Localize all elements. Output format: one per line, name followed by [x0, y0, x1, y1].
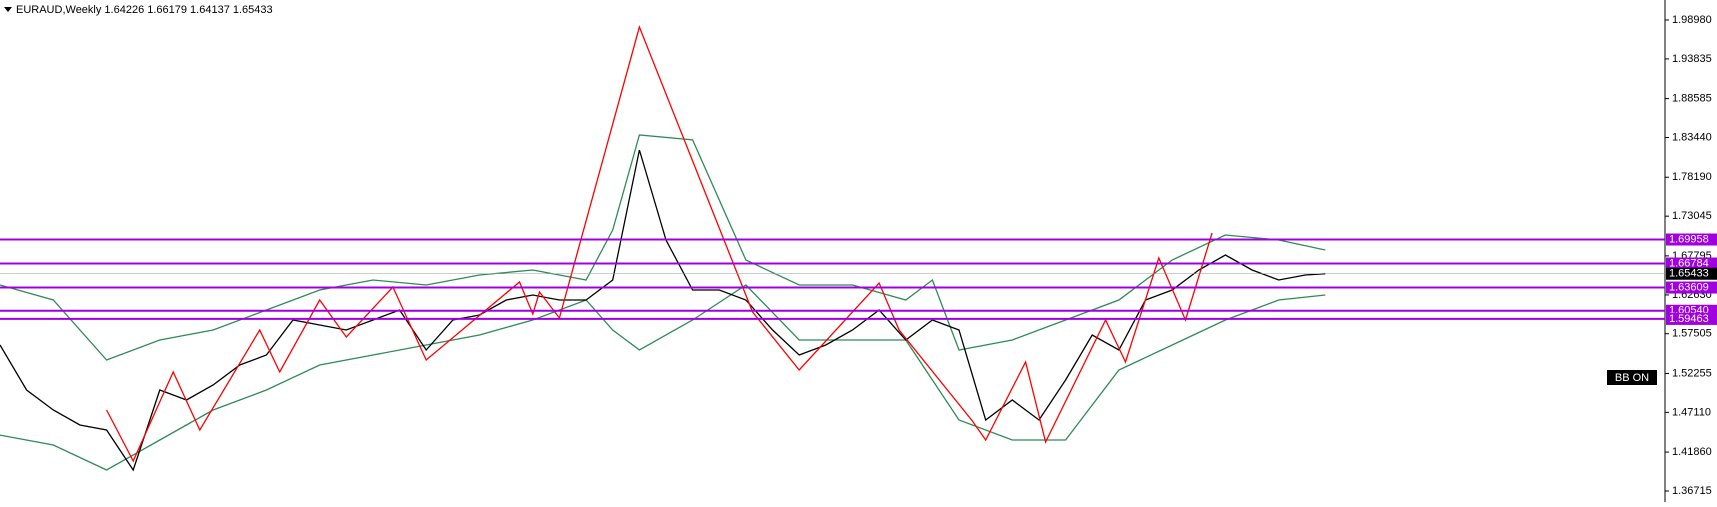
y-tick-label: 1.36715 [1672, 485, 1712, 497]
y-tick-label: 1.41860 [1672, 446, 1712, 458]
price-line [106, 24, 1213, 463]
level-label: 1.66784 [1669, 257, 1709, 269]
y-tick-label: 1.83440 [1672, 131, 1712, 143]
y-tick-label: 1.93835 [1672, 53, 1712, 65]
y-tick-label: 1.67795 [1672, 250, 1712, 262]
price-line [0, 134, 1326, 361]
y-tick-label: 1.47110 [1672, 406, 1711, 418]
level-label: 1.59463 [1669, 313, 1709, 325]
bb-button-label[interactable]: BB ON [1615, 372, 1649, 384]
menu-triangle[interactable] [4, 7, 12, 12]
last-price-label: 1.65433 [1669, 268, 1709, 280]
y-tick-label: 1.73045 [1672, 210, 1712, 222]
level-label-box [1666, 233, 1717, 246]
y-tick-label: 1.88585 [1672, 93, 1712, 105]
y-tick-label: 1.52255 [1672, 367, 1712, 379]
level-label-box [1666, 281, 1717, 294]
y-tick-label: 1.57505 [1672, 328, 1712, 340]
y-tick-label: 1.78190 [1672, 171, 1712, 183]
bb-button[interactable] [1607, 370, 1657, 385]
level-label-box [1666, 312, 1717, 325]
price-line [0, 284, 1326, 471]
chart-title: EURAUD,Weekly 1.64226 1.66179 1.64137 1.… [16, 4, 273, 16]
level-label: 1.63609 [1669, 281, 1709, 293]
last-price-box [1666, 267, 1717, 280]
level-label-box [1666, 257, 1717, 270]
level-label: 1.69958 [1669, 233, 1709, 245]
y-tick-label: 1.98980 [1672, 14, 1712, 26]
